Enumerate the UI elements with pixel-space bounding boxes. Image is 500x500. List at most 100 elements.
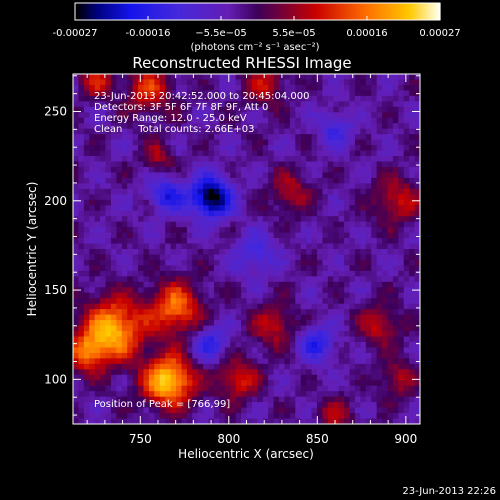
heatmap-cell <box>262 183 269 190</box>
heatmap-cell <box>344 374 351 381</box>
heatmap-cell <box>73 95 79 102</box>
heatmap-cell <box>295 259 302 266</box>
heatmap-cell <box>382 156 388 162</box>
heatmap-cell <box>121 101 128 108</box>
heatmap-cell <box>154 156 161 162</box>
heatmap-cell <box>148 287 155 294</box>
heatmap-cell <box>116 188 123 195</box>
heatmap-cell <box>159 413 166 420</box>
heatmap-cell <box>338 254 345 261</box>
heatmap-cell <box>311 243 318 250</box>
heatmap-cell <box>284 101 291 108</box>
heatmap-cell <box>105 374 112 381</box>
heatmap-cell <box>382 216 388 223</box>
heatmap-cell <box>300 84 307 91</box>
heatmap-cell <box>192 79 199 86</box>
heatmap-cell <box>360 95 367 102</box>
heatmap-cell <box>192 259 199 266</box>
heatmap-cell <box>382 413 388 420</box>
colorbar-cell <box>115 3 119 20</box>
heatmap-cell <box>94 134 101 141</box>
heatmap-cell <box>268 210 275 217</box>
heatmap-cell <box>176 123 182 130</box>
heatmap-cell <box>235 363 242 370</box>
heatmap-cell <box>268 259 275 266</box>
heatmap-cell <box>295 391 302 398</box>
heatmap-cell <box>121 188 128 195</box>
heatmap-cell <box>300 199 307 206</box>
heatmap-cell <box>241 309 247 316</box>
heatmap-cell <box>100 380 107 387</box>
heatmap-cell <box>132 298 139 305</box>
heatmap-cell <box>176 369 182 376</box>
heatmap-cell <box>143 380 150 387</box>
heatmap-cell <box>387 117 394 124</box>
heatmap-cell <box>127 106 134 113</box>
heatmap-cell <box>251 161 258 168</box>
heatmap-cell <box>176 216 182 223</box>
heatmap-cell <box>235 369 242 376</box>
heatmap-cell <box>327 216 334 223</box>
heatmap-cell <box>83 320 90 327</box>
heatmap-cell <box>306 177 313 184</box>
heatmap-cell <box>246 287 253 294</box>
heatmap-cell <box>154 347 161 354</box>
heatmap-cell <box>322 232 329 239</box>
heatmap-cell <box>414 270 421 277</box>
colorbar-cell <box>410 3 414 20</box>
heatmap-cell <box>105 418 112 425</box>
heatmap-cell <box>403 112 410 119</box>
heatmap-cell <box>344 79 351 86</box>
heatmap-cell <box>213 309 220 316</box>
heatmap-cell <box>371 363 378 370</box>
heatmap-cell <box>322 396 329 403</box>
heatmap-cell <box>322 331 329 337</box>
heatmap-cell <box>246 276 253 283</box>
heatmap-cell <box>219 166 226 173</box>
heatmap-cell <box>246 112 253 119</box>
heatmap-cell <box>354 216 361 223</box>
heatmap-cell <box>230 407 237 414</box>
heatmap-cell <box>230 221 237 228</box>
heatmap-cell <box>333 281 340 288</box>
heatmap-cell <box>94 309 101 316</box>
heatmap-cell <box>257 385 264 392</box>
heatmap-cell <box>392 292 399 299</box>
heatmap-cell <box>105 347 112 354</box>
heatmap-cell <box>208 336 215 343</box>
heatmap-cell <box>224 123 231 130</box>
heatmap-cell <box>279 407 285 414</box>
heatmap-cell <box>121 128 128 135</box>
heatmap-cell <box>241 95 247 102</box>
heatmap-cell <box>246 238 253 245</box>
heatmap-cell <box>83 205 90 212</box>
heatmap-cell <box>148 347 155 354</box>
heatmap-cell <box>148 216 155 223</box>
heatmap-cell <box>110 249 117 255</box>
heatmap-cell <box>360 128 367 135</box>
colorbar-cell <box>360 3 364 20</box>
heatmap-cell <box>322 249 329 255</box>
heatmap-cell <box>289 413 296 420</box>
heatmap-cell <box>170 216 177 223</box>
heatmap-cell <box>322 199 329 206</box>
heatmap-cell <box>316 210 323 217</box>
heatmap-cell <box>213 298 220 305</box>
heatmap-cell <box>354 194 361 201</box>
heatmap-cell <box>327 347 334 354</box>
heatmap-cell <box>110 156 117 162</box>
heatmap-cell <box>83 134 90 141</box>
colorbar-cell <box>260 3 264 20</box>
heatmap-cell <box>289 95 296 102</box>
heatmap-cell <box>154 418 161 425</box>
colorbar-cell <box>372 3 376 20</box>
heatmap-cell <box>110 177 117 184</box>
heatmap-cell <box>398 123 405 130</box>
heatmap-cell <box>192 270 199 277</box>
heatmap-cell <box>105 106 112 113</box>
heatmap-cell <box>344 238 351 245</box>
heatmap-cell <box>121 369 128 376</box>
heatmap-cell <box>224 172 231 179</box>
heatmap-cell <box>176 402 182 409</box>
heatmap-cell <box>105 95 112 102</box>
